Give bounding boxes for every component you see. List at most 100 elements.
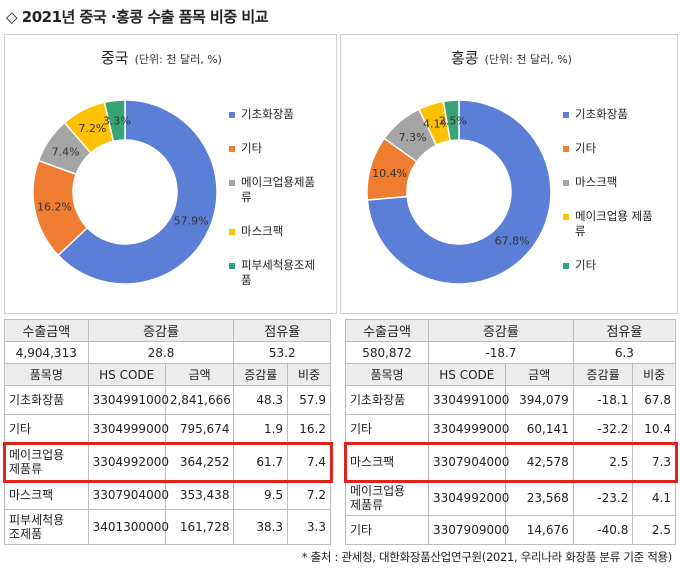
hongkong-export-table: 수출금액 증감률 점유율 580,872 -18.7 6.3 품목명 HS CO… bbox=[344, 319, 677, 545]
table-cell: 3307904000 bbox=[87, 480, 169, 510]
legend-swatch bbox=[229, 263, 235, 269]
page-title: ◇ 2021년 중국 ·홍콩 수출 품목 비중 비교 bbox=[6, 8, 268, 26]
table-cell: 3307904000 bbox=[428, 443, 509, 481]
table-cell: 기초화장품 bbox=[344, 385, 430, 415]
column-header-cell: 금액 bbox=[164, 363, 235, 386]
table-cell: 기타 bbox=[344, 515, 430, 545]
table-cell: 1.9 bbox=[233, 414, 289, 444]
legend-label: 기타 bbox=[575, 258, 597, 272]
table-cell: 57.9 bbox=[287, 385, 331, 415]
summary-header-cell: 점유율 bbox=[233, 319, 331, 342]
table-cell: 3304992000 bbox=[87, 443, 169, 481]
summary-header-cell: 수출금액 bbox=[4, 319, 89, 342]
table-cell: 10.4 bbox=[632, 414, 676, 444]
table-cell: 23,568 bbox=[504, 480, 574, 516]
slice-value-label: 16.2% bbox=[37, 201, 72, 214]
table-row: 기타 3304999000 60,141 -32.2 10.4 bbox=[344, 414, 676, 444]
table-row: 기초화장품 3304991000 394,079 -18.1 67.8 bbox=[344, 385, 676, 415]
hongkong-column-header-row: 품목명 HS CODE 금액 증감률 비중 bbox=[344, 363, 676, 386]
legend-swatch bbox=[563, 214, 569, 220]
table-cell: -18.1 bbox=[572, 385, 634, 415]
legend-swatch bbox=[229, 180, 235, 186]
table-cell: 795,674 bbox=[164, 414, 235, 444]
legend-swatch bbox=[563, 146, 569, 152]
table-cell: 161,728 bbox=[164, 509, 235, 545]
summary-value-cell: 53.2 bbox=[233, 341, 331, 364]
donut-slice bbox=[57, 99, 218, 285]
table-cell: 7.2 bbox=[287, 480, 331, 510]
table-row: 기초화장품 3304991000 2,841,666 48.3 57.9 bbox=[4, 385, 331, 415]
column-header-cell: 품목명 bbox=[344, 363, 430, 386]
hongkong-summary-header-row: 수출금액 증감률 점유율 bbox=[344, 319, 677, 342]
table-cell: 3304999000 bbox=[87, 414, 169, 444]
legend-label: 메이크업용 제품 류 bbox=[575, 209, 653, 238]
table-cell: 67.8 bbox=[632, 385, 676, 415]
summary-header-cell: 점유율 bbox=[572, 319, 677, 342]
table-row: 마스크팩 3307904000 42,578 2.5 7.3 bbox=[344, 443, 676, 481]
slice-value-label: 7.4% bbox=[52, 145, 80, 158]
legend-item: 마스크팩 bbox=[563, 175, 663, 190]
legend-swatch bbox=[229, 112, 235, 118]
table-cell: 42,578 bbox=[504, 443, 574, 481]
table-cell: 피부세척용 조제품 bbox=[4, 509, 89, 545]
table-row: 메이크업용 제품류 3304992000 364,252 61.7 7.4 bbox=[4, 443, 331, 481]
column-header-cell: 증감률 bbox=[572, 363, 634, 386]
legend-label: 기타 bbox=[575, 141, 597, 155]
table-cell: -23.2 bbox=[572, 480, 634, 516]
table-cell: 2.5 bbox=[632, 515, 676, 545]
legend-label: 기초화장품 bbox=[575, 107, 628, 121]
slice-value-label: 10.4% bbox=[372, 167, 407, 180]
table-cell: 16.2 bbox=[287, 414, 331, 444]
donut-slice bbox=[442, 99, 460, 142]
legend-swatch bbox=[229, 146, 235, 152]
table-cell: 마스크팩 bbox=[4, 480, 89, 510]
legend-item: 기타 bbox=[229, 141, 329, 156]
table-cell: 메이크업용 제품류 bbox=[344, 480, 430, 516]
column-header-cell: HS CODE bbox=[87, 363, 166, 386]
legend-item: 피부세척용조제 품 bbox=[229, 258, 329, 288]
china-chart-header: 중국 (단위: 천 달러, %) bbox=[101, 47, 432, 68]
table-cell: 3304992000 bbox=[428, 480, 509, 516]
legend-item: 메이크업용제품 류 bbox=[229, 175, 329, 205]
legend-swatch bbox=[563, 180, 569, 186]
china-chart-unit: (단위: 천 달러, %) bbox=[134, 53, 222, 66]
china-column-header-row: 품목명 HS CODE 금액 증감률 비중 bbox=[4, 363, 331, 386]
legend-label: 기타 bbox=[241, 141, 263, 155]
table-cell: 기타 bbox=[4, 414, 89, 444]
legend-swatch bbox=[563, 112, 569, 118]
table-row: 기타 3304999000 795,674 1.9 16.2 bbox=[4, 414, 331, 444]
table-cell: 기타 bbox=[344, 414, 430, 444]
table-cell: 61.7 bbox=[233, 443, 289, 481]
legend-item: 기타 bbox=[563, 141, 663, 156]
table-cell: -32.2 bbox=[572, 414, 634, 444]
table-cell: -40.8 bbox=[572, 515, 634, 545]
summary-value-cell: 28.8 bbox=[87, 341, 235, 364]
hongkong-donut-chart: 67.8% 10.4% 7.3%4.1%2.5% bbox=[366, 99, 552, 285]
legend-swatch bbox=[563, 263, 569, 269]
summary-value-cell: 6.3 bbox=[572, 341, 677, 364]
china-chart-panel: 중국 (단위: 천 달러, %) 57.9% 16.2% 7.4% 7.2% 3.3% 기… bbox=[4, 34, 337, 314]
table-cell: 3307909000 bbox=[428, 515, 509, 545]
table-cell: 48.3 bbox=[233, 385, 289, 415]
table-cell: 60,141 bbox=[504, 414, 574, 444]
table-cell: 마스크팩 bbox=[344, 443, 430, 481]
summary-header-cell: 증감률 bbox=[87, 319, 235, 342]
table-cell: 9.5 bbox=[233, 480, 289, 510]
legend-label: 메이크업용제품 류 bbox=[241, 175, 316, 204]
table-cell: 3401300000 bbox=[87, 509, 169, 545]
source-note: * 출처 : 관세청, 대한화장품산업연구원(2021, 우리나라 화장품 분류… bbox=[301, 550, 673, 564]
china-donut-chart: 57.9% 16.2% 7.4% 7.2%3.3% bbox=[32, 99, 218, 285]
slice-value-label: 57.9% bbox=[174, 214, 209, 227]
legend-item: 기타 bbox=[563, 258, 663, 273]
donut-slice bbox=[103, 99, 126, 143]
summary-header-cell: 증감률 bbox=[428, 319, 574, 342]
table-cell: 7.3 bbox=[632, 443, 676, 481]
table-cell: 3304991000 bbox=[87, 385, 169, 415]
table-cell: 메이크업용 제품류 bbox=[4, 443, 89, 481]
column-header-cell: 비중 bbox=[287, 363, 331, 386]
summary-header-cell: 수출금액 bbox=[344, 319, 430, 342]
column-header-cell: 비중 bbox=[632, 363, 676, 386]
donut-slice bbox=[366, 99, 552, 285]
hongkong-chart-unit: (단위: 천 달러, %) bbox=[484, 53, 572, 66]
table-cell: 3.3 bbox=[287, 509, 331, 545]
